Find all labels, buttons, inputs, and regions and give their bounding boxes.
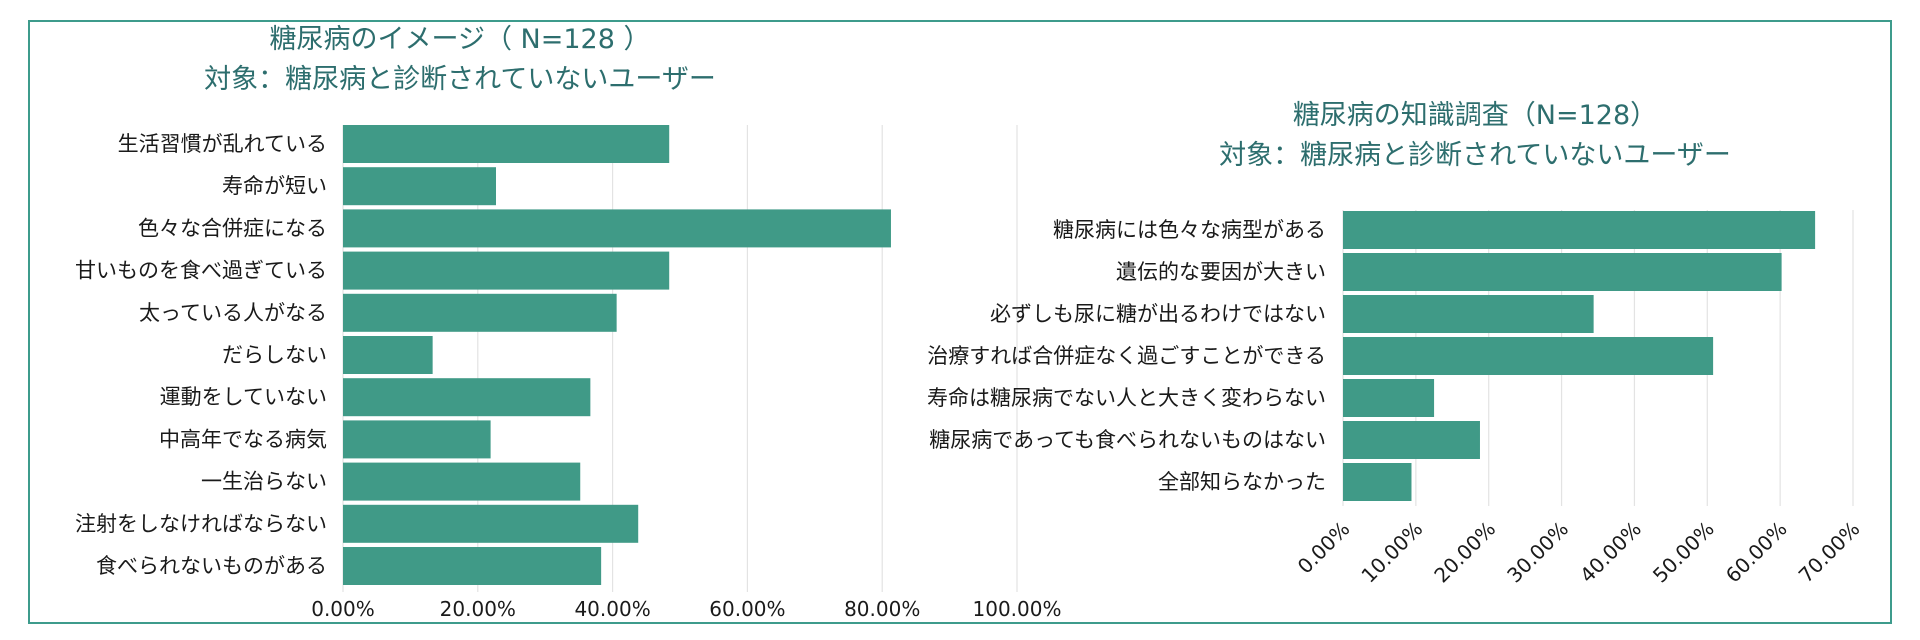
chart1-x-tick-label: 60.00% — [709, 597, 785, 621]
chart1-bar — [343, 420, 491, 459]
chart1-category-label: 色々な合併症になる — [138, 216, 327, 240]
chart2-bar — [1343, 463, 1412, 501]
chart2-x-tick-label: 20.00% — [1429, 517, 1500, 588]
chart2-x-tick-label: 60.00% — [1721, 517, 1792, 588]
chart2-bar — [1343, 337, 1714, 375]
chart2-category-label: 遺伝的な要因が大きい — [1116, 260, 1326, 284]
chart1-category-label: 運動をしていない — [160, 385, 327, 409]
chart1-bar — [343, 336, 433, 374]
chart2-bar — [1343, 295, 1594, 333]
chart2-category-label: 糖尿病には色々な病型がある — [1053, 218, 1326, 242]
chart2-category-label: 全部知らなかった — [1158, 470, 1326, 494]
chart2-category-label: 治療すれば合併症なく過ごすことができる — [927, 344, 1326, 368]
chart1-bar — [343, 462, 581, 501]
chart1-bar — [343, 209, 891, 248]
chart2-title-line-1: 糖尿病の知識調査（N=128） — [1293, 100, 1657, 131]
chart1-category-label: 一生治らない — [201, 470, 327, 494]
chart1-x-tick-label: 100.00% — [973, 597, 1062, 621]
chart1-bar — [343, 167, 496, 206]
chart1-bar — [343, 378, 591, 417]
chart2-x-tick-label: 0.00% — [1293, 517, 1355, 579]
chart2-x-tick-label: 40.00% — [1575, 517, 1646, 588]
chart1-x-tick-label: 0.00% — [311, 597, 375, 621]
chart2-x-tick-label: 30.00% — [1502, 517, 1573, 588]
chart2-category-label: 必ずしも尿に糖が出るわけではない — [990, 302, 1326, 326]
chart2-bar — [1343, 421, 1480, 459]
chart2-bar — [1343, 379, 1435, 417]
chart2-bar — [1343, 211, 1816, 249]
chart1-bar — [343, 125, 670, 163]
chart1-title-line-2: 対象：糖尿病と診断されていないユーザー — [204, 64, 716, 95]
chart1-category-label: 生活習慣が乱れている — [118, 132, 327, 156]
chart1-category-label: 食べられないものがある — [96, 554, 327, 578]
chart1-category-label: 注射をしなければならない — [75, 512, 327, 536]
chart1-x-tick-label: 80.00% — [844, 597, 920, 621]
chart1-category-label: 中高年でなる病気 — [159, 427, 327, 451]
chart1-title-line-1: 糖尿病のイメージ（ N=128 ） — [270, 24, 651, 55]
chart-frame — [28, 20, 1892, 624]
chart2-x-tick-label: 70.00% — [1794, 517, 1865, 588]
chart2-category-label: 糖尿病であっても食べられないものはない — [929, 428, 1326, 452]
chart1-category-label: だらしない — [222, 343, 327, 367]
chart2-x-tick-label: 10.00% — [1356, 517, 1427, 588]
chart2-category-label: 寿命は糖尿病でない人と大きく変わらない — [927, 386, 1326, 410]
chart2-bar — [1343, 253, 1782, 291]
chart1-bar — [343, 251, 670, 290]
chart1-x-tick-label: 20.00% — [440, 597, 516, 621]
chart1-bar — [343, 547, 602, 585]
chart1-category-label: 太っている人がなる — [139, 301, 327, 325]
chart2-title-line-2: 対象：糖尿病と診断されていないユーザー — [1219, 140, 1731, 171]
chart1-bar — [343, 293, 617, 332]
chart1-x-tick-label: 40.00% — [574, 597, 650, 621]
chart1-category-label: 寿命が短い — [222, 174, 327, 198]
chart1-category-label: 甘いものを食べ過ぎている — [75, 259, 327, 283]
chart2-x-tick-label: 50.00% — [1648, 517, 1719, 588]
chart1-bar — [343, 504, 639, 543]
